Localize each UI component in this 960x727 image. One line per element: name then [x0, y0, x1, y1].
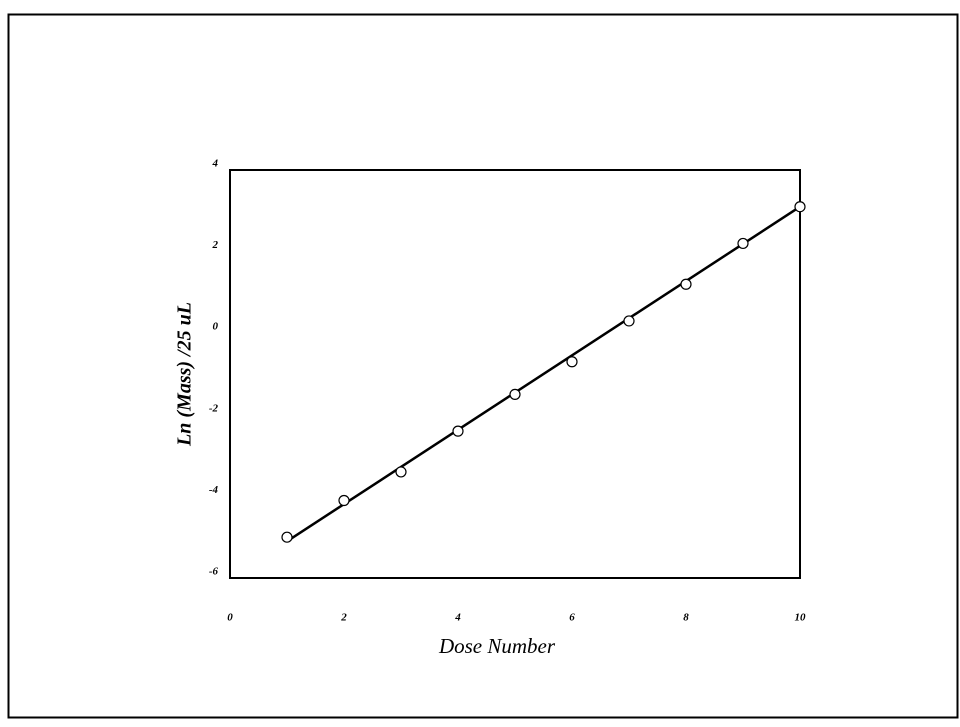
y-axis-title: Ln (Mass) /25 uL: [174, 302, 196, 447]
x-axis-title: Dose Number: [438, 634, 556, 658]
data-point: [338, 494, 350, 507]
data-point: [794, 201, 806, 213]
y-tick-label: 0: [213, 321, 219, 333]
data-point: [452, 425, 464, 437]
x-tick-label: 4: [454, 612, 461, 624]
y-tick-label: -2: [209, 402, 219, 414]
x-tick-label: 10: [795, 612, 807, 624]
x-tick-label: 6: [569, 612, 575, 624]
frame: [7, 13, 959, 719]
y-tick-label: -6: [209, 566, 219, 578]
data-point: [509, 388, 521, 400]
x-tick-label: 0: [227, 612, 233, 624]
y-tick-label: 2: [212, 239, 219, 251]
y-tick-label: -4: [209, 484, 219, 496]
y-tick-label: 4: [212, 158, 219, 170]
data-point: [395, 466, 407, 478]
x-tick-label: 8: [683, 612, 689, 624]
data-point: [623, 315, 635, 327]
data-point: [680, 278, 692, 290]
data-point: [281, 531, 293, 543]
x-tick-label: 2: [340, 612, 347, 624]
data-point: [737, 237, 749, 250]
plot-area: [229, 169, 801, 579]
fit-line: [286, 205, 801, 543]
data-point: [566, 356, 578, 368]
